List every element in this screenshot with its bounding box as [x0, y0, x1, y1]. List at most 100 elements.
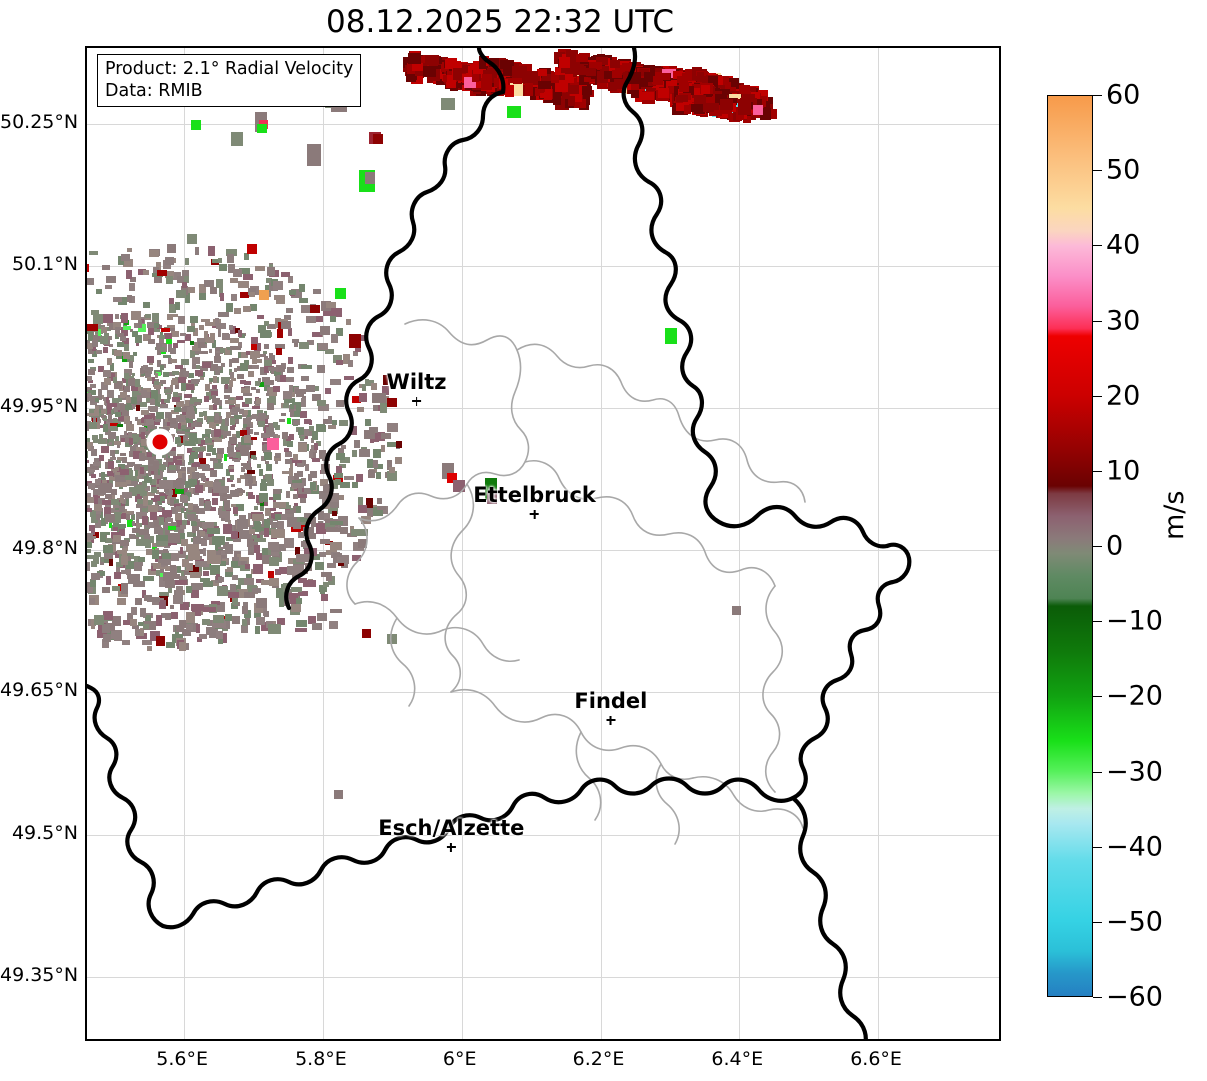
- radar-echo-pixel: [221, 377, 230, 385]
- radar-echo-pixel: [224, 384, 232, 393]
- radar-echo-pixel: [153, 323, 159, 329]
- radar-echo-pixel: [103, 510, 112, 516]
- radar-echo-pixel: [179, 546, 184, 554]
- radar-echo-pixel: [261, 433, 270, 438]
- y-axis-tick: 49.65°N: [0, 679, 79, 702]
- radar-echo-pixel: [254, 359, 262, 364]
- radar-map-plot[interactable]: Wiltz Ettelbruck Findel Esch/Alzette Produc…: [85, 46, 1001, 1041]
- radar-echo-pixel: [196, 548, 205, 555]
- radar-echo-pixel: [124, 343, 130, 351]
- radar-echo-pixel: [226, 469, 230, 476]
- radar-site-marker[interactable]: [152, 434, 168, 450]
- radar-echo-pixel: [125, 474, 133, 480]
- radar-echo-pixel: [106, 409, 112, 416]
- radar-echo-pixel: [152, 520, 160, 527]
- radar-echo-pixel: [211, 424, 217, 429]
- radar-echo-pixel: [153, 421, 161, 425]
- radar-echo-pixel: [184, 492, 191, 498]
- radar-echo-pixel: [211, 340, 216, 348]
- radar-echo-pixel: [282, 403, 289, 408]
- radar-echo-pixel: [133, 399, 142, 406]
- radar-echo-pixel: [159, 332, 163, 337]
- radar-echo-pixel: [167, 492, 176, 501]
- colorbar-tick: [1093, 846, 1102, 848]
- radar-echo-pixel: [289, 434, 294, 440]
- radar-echo-pixel: [181, 428, 191, 433]
- radar-echo-pixel: [113, 441, 121, 445]
- page-title: 08.12.2025 22:32 UTC: [326, 4, 674, 40]
- radar-echo-pixel: [130, 475, 139, 483]
- radar-echo-pixel: [170, 379, 179, 386]
- radar-echo-pixel: [131, 404, 135, 410]
- colorbar-tick-label: −40: [1106, 831, 1163, 863]
- radar-echo-pixel: [176, 468, 184, 474]
- radar-echo-pixel: [208, 349, 213, 353]
- radar-echo-pixel: [114, 476, 123, 485]
- radar-echo-pixel: [261, 456, 267, 462]
- radar-echo-pixel: [213, 397, 221, 406]
- radar-echo-pixel: [274, 376, 280, 382]
- radar-echo-pixel: [100, 445, 109, 454]
- radar-echo-pixel: [268, 422, 276, 427]
- radar-echo-pixel: [236, 504, 244, 511]
- radar-echo-pixel: [280, 412, 286, 416]
- grid-line-horizontal: [87, 123, 999, 125]
- radar-echo-pixel: [278, 418, 285, 423]
- radar-echo-pixel: [190, 341, 195, 346]
- radar-echo-pixel: [214, 356, 221, 364]
- radar-echo-pixel: [265, 474, 273, 482]
- radar-echo-pixel: [274, 370, 282, 377]
- radar-echo-pixel: [200, 365, 208, 371]
- radar-echo-pixel: [101, 518, 107, 526]
- radar-echo-pixel: [101, 557, 106, 563]
- radar-echo-pixel: [149, 512, 158, 521]
- radar-echo-pixel: [246, 470, 255, 475]
- radar-echo-pixel: [156, 349, 161, 356]
- radar-echo-pixel: [187, 447, 192, 453]
- radar-echo-pixel: [119, 477, 127, 483]
- radar-echo-pixel: [93, 409, 100, 416]
- radar-echo-pixel: [142, 428, 150, 434]
- colorbar-tick: [1093, 621, 1102, 623]
- radar-echo-pixel: [267, 398, 276, 406]
- radar-echo-pixel: [169, 348, 176, 354]
- radar-echo-pixel: [119, 528, 126, 536]
- radar-echo-pixel: [126, 552, 134, 559]
- radar-echo-pixel: [180, 487, 188, 496]
- colorbar-tick: [1093, 395, 1102, 397]
- colorbar[interactable]: [1047, 95, 1093, 997]
- radar-echo-pixel: [141, 485, 150, 491]
- radar-echo-pixel: [167, 467, 176, 473]
- radar-echo-pixel: [233, 551, 242, 556]
- radar-echo-pixel: [117, 456, 122, 462]
- city-cross-icon: [387, 394, 447, 408]
- radar-echo-pixel: [150, 468, 155, 475]
- radar-echo-pixel: [94, 457, 101, 464]
- radar-echo-pixel: [133, 352, 138, 356]
- radar-echo-pixel: [87, 539, 92, 544]
- radar-echo-pixel: [126, 468, 132, 474]
- radar-echo-pixel: [104, 327, 112, 331]
- radar-echo-pixel: [87, 451, 89, 459]
- radar-echo-pixel: [229, 425, 236, 430]
- radar-echo-pixel: [118, 524, 126, 528]
- radar-echo-pixel: [247, 457, 252, 463]
- map-canvas[interactable]: Wiltz Ettelbruck Findel Esch/Alzette Produc…: [87, 48, 999, 1039]
- radar-echo-pixel: [147, 469, 151, 477]
- radar-echo-pixel: [217, 365, 222, 371]
- radar-echo-pixel: [94, 520, 101, 528]
- radar-echo-pixel: [89, 366, 96, 371]
- radar-echo-pixel: [110, 456, 116, 461]
- radar-echo-pixel: [138, 427, 146, 435]
- radar-echo-pixel: [125, 396, 133, 403]
- radar-echo-pixel: [87, 423, 90, 432]
- radar-echo-pixel: [142, 481, 148, 488]
- radar-echo-pixel: [169, 498, 174, 507]
- colorbar-tick: [1093, 546, 1102, 547]
- radar-echo-pixel: [95, 478, 99, 486]
- radar-echo-pixel: [176, 505, 185, 510]
- radar-echo-pixel: [117, 333, 125, 337]
- radar-echo-pixel: [256, 463, 262, 469]
- radar-echo-pixel: [249, 535, 257, 539]
- radar-echo-pixel: [272, 497, 277, 504]
